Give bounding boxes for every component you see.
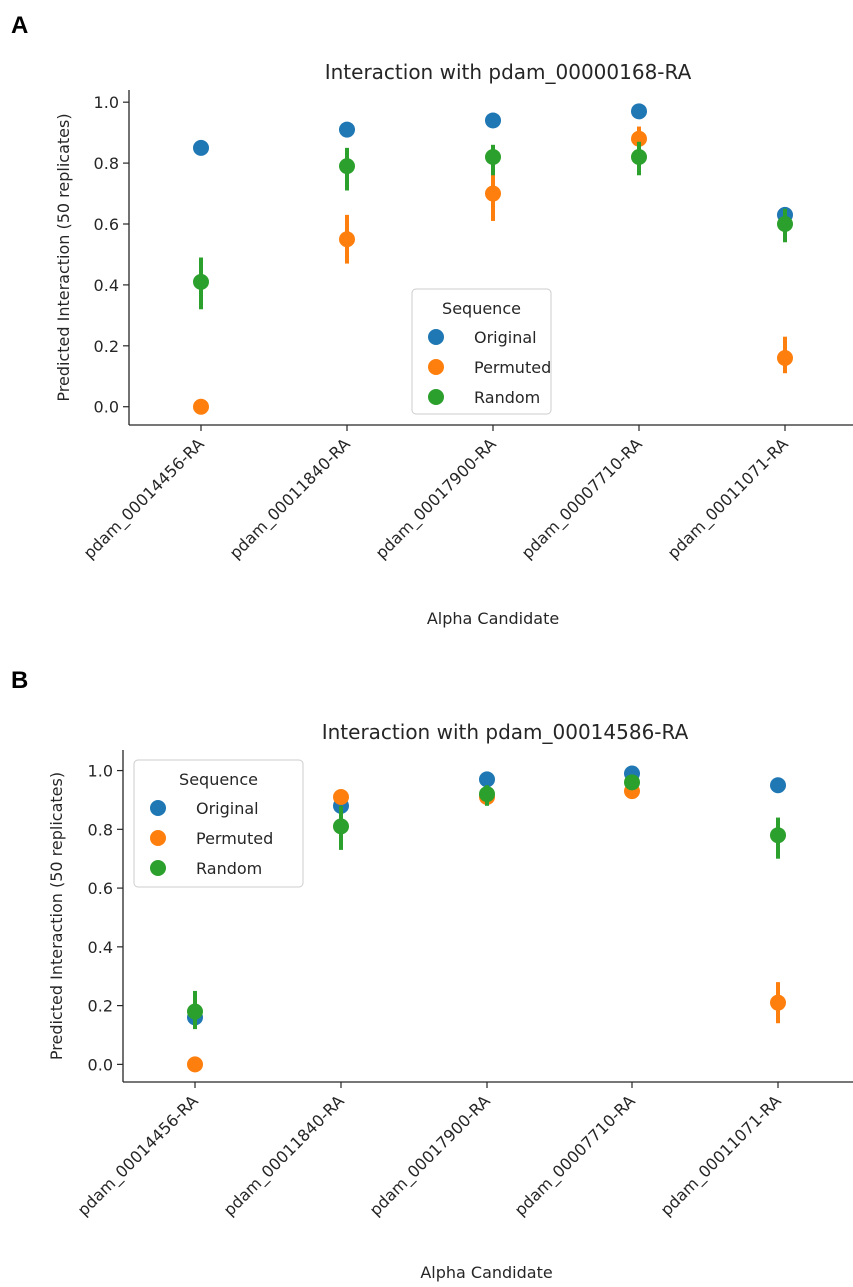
point-permuted	[193, 398, 209, 415]
point-permuted	[187, 1056, 203, 1073]
point-permuted	[333, 789, 349, 806]
y-tick-label: 0.8	[94, 154, 119, 173]
x-tick-label: pdam_00011071-RA	[664, 434, 793, 563]
legend-marker-random	[428, 389, 444, 405]
point-random	[193, 273, 209, 290]
point-original	[193, 139, 209, 156]
point-original	[770, 777, 786, 794]
legend-box	[411, 288, 552, 415]
x-tick-label: pdam_00014456-RA	[74, 1091, 203, 1220]
y-tick-label: 0.0	[94, 398, 119, 417]
point-random	[770, 827, 786, 844]
legend-label-permuted: Permuted	[196, 829, 273, 848]
x-tick-label: pdam_00017900-RA	[372, 434, 501, 563]
point-permuted	[777, 350, 793, 366]
x-tick-label: pdam_00007710-RA	[518, 434, 647, 563]
y-axis-label: Predicted Interaction (50 replicates)	[47, 772, 66, 1060]
y-tick-label: 0.4	[88, 938, 113, 957]
point-random	[187, 1003, 203, 1020]
x-tick-label: pdam_00017900-RA	[366, 1091, 495, 1220]
point-random	[631, 149, 647, 165]
legend-title: Sequence	[442, 299, 521, 318]
point-original	[485, 112, 501, 129]
legend-marker-permuted	[150, 830, 166, 846]
x-tick-label: pdam_00011071-RA	[657, 1091, 786, 1220]
point-permuted	[339, 231, 355, 248]
point-random	[777, 216, 793, 232]
x-tick-label: pdam_00007710-RA	[511, 1091, 640, 1220]
point-permuted	[485, 185, 501, 202]
legend-label-original: Original	[196, 799, 259, 818]
x-tick-label: pdam_00011840-RA	[226, 434, 355, 563]
legend-marker-permuted	[428, 359, 444, 375]
legend-label-random: Random	[196, 859, 262, 878]
point-original	[479, 771, 495, 788]
point-permuted	[631, 130, 647, 147]
panel-letter-a: A	[11, 12, 29, 39]
y-tick-label: 0.0	[88, 1055, 113, 1074]
point-random	[485, 149, 501, 165]
point-random	[333, 818, 349, 835]
y-axis-label: Predicted Interaction (50 replicates)	[54, 113, 73, 401]
legend-box	[133, 759, 304, 888]
legend-marker-original	[428, 329, 444, 345]
point-original	[631, 103, 647, 120]
y-tick-label: 0.2	[88, 997, 113, 1016]
panel-letter-b: B	[11, 667, 29, 694]
legend-title: Sequence	[179, 770, 258, 789]
legend-label-original: Original	[474, 328, 537, 347]
y-tick-label: 0.8	[88, 820, 113, 839]
point-original	[339, 121, 355, 138]
legend-label-random: Random	[474, 388, 540, 407]
y-tick-label: 1.0	[88, 762, 113, 781]
chart-title: Interaction with pdam_00000168-RA	[325, 60, 692, 84]
y-tick-label: 0.4	[94, 276, 119, 295]
point-random	[339, 158, 355, 175]
chart-a: Interaction with pdam_00000168-RA 0.0 0.2 0…	[54, 60, 853, 628]
y-tick-label: 0.6	[88, 879, 113, 898]
x-tick-label: pdam_00014456-RA	[80, 434, 209, 563]
legend-marker-random	[150, 860, 166, 876]
point-permuted	[770, 994, 786, 1011]
legend-marker-original	[150, 800, 166, 816]
point-random	[479, 786, 495, 803]
legend-label-permuted: Permuted	[474, 358, 551, 377]
x-tick-label: pdam_00011840-RA	[220, 1091, 349, 1220]
point-random	[624, 774, 640, 791]
y-tick-label: 1.0	[94, 93, 119, 112]
chart-b: Interaction with pdam_00014586-RA 0.0 0.2 0…	[47, 720, 853, 1282]
y-tick-label: 0.2	[94, 337, 119, 356]
x-axis-label: Alpha Candidate	[420, 1263, 552, 1282]
y-tick-label: 0.6	[94, 215, 119, 234]
x-axis-label: Alpha Candidate	[427, 609, 559, 628]
chart-title: Interaction with pdam_00014586-RA	[322, 720, 689, 744]
